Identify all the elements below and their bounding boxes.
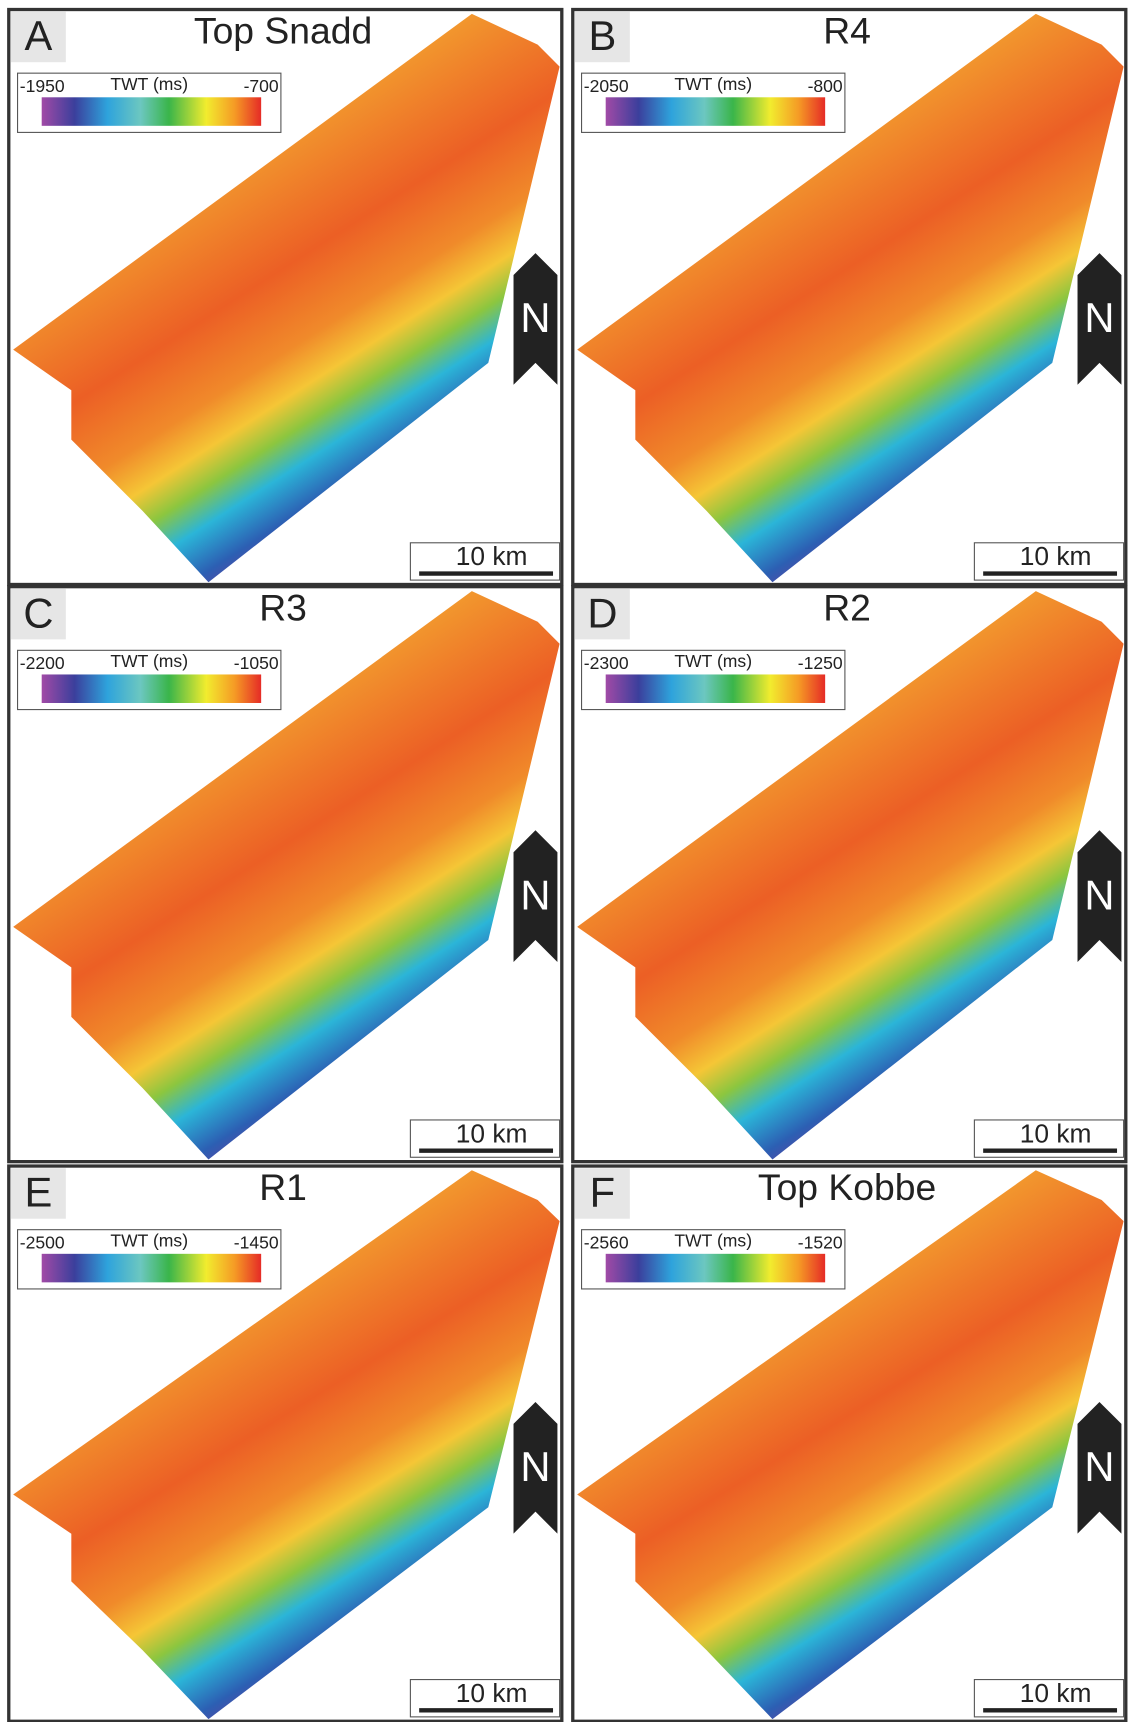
scale-label: 10 km bbox=[456, 1678, 528, 1708]
panel-title: R4 bbox=[823, 10, 871, 52]
legend: -2050 TWT (ms) -800 bbox=[581, 72, 846, 133]
legend-label: TWT (ms) bbox=[674, 651, 752, 671]
colorbar bbox=[41, 674, 262, 703]
legend: -2560 TWT (ms) -1520 bbox=[581, 1229, 846, 1290]
panel: B R4 -2050 TWT (ms) -800 N 10 km bbox=[571, 7, 1128, 587]
north-label: N bbox=[520, 871, 550, 918]
north-label: N bbox=[520, 1443, 550, 1490]
legend-label: TWT (ms) bbox=[110, 74, 188, 94]
legend-max: -1050 bbox=[234, 653, 279, 673]
horizon-map bbox=[577, 1170, 1124, 1720]
colorbar bbox=[605, 674, 826, 703]
north-arrow bbox=[513, 253, 558, 385]
north-label: N bbox=[1084, 294, 1114, 341]
panel: D R2 -2300 TWT (ms) -1250 N 10 km bbox=[571, 585, 1128, 1164]
letter-box bbox=[10, 11, 66, 63]
legend: -2300 TWT (ms) -1250 bbox=[581, 649, 846, 711]
horizon-map bbox=[577, 13, 1124, 583]
legend-max: -1520 bbox=[798, 1233, 843, 1253]
legend-min: -2500 bbox=[20, 1233, 65, 1253]
letter-box bbox=[10, 1168, 66, 1219]
north-arrow bbox=[1077, 830, 1122, 962]
legend-min: -2050 bbox=[584, 76, 629, 96]
legend-max: -1450 bbox=[234, 1233, 279, 1253]
panel-border bbox=[571, 1164, 1128, 1722]
horizon-map bbox=[577, 591, 1124, 1160]
letter-box bbox=[574, 1168, 630, 1219]
north-label: N bbox=[1084, 871, 1114, 918]
horizon-map bbox=[13, 591, 560, 1160]
panel: F Top Kobbe -2560 TWT (ms) -1520 N 10 km bbox=[571, 1164, 1128, 1722]
panel-border bbox=[7, 585, 564, 1164]
north-arrow bbox=[513, 830, 558, 962]
panel: E R1 -2500 TWT (ms) -1450 N 10 km bbox=[7, 1164, 564, 1722]
legend-min: -2300 bbox=[584, 653, 629, 673]
legend-label: TWT (ms) bbox=[110, 651, 188, 671]
panel-border bbox=[571, 585, 1128, 1164]
panel-letter: B bbox=[588, 12, 616, 59]
panel-border bbox=[571, 7, 1128, 587]
legend: -2200 TWT (ms) -1050 bbox=[17, 649, 282, 711]
panel-title: Top Snadd bbox=[194, 10, 372, 52]
horizon-map bbox=[13, 13, 560, 583]
panel-title: R2 bbox=[823, 587, 871, 629]
panel-border bbox=[7, 1164, 564, 1722]
legend-min: -2560 bbox=[584, 1233, 629, 1253]
legend-max: -700 bbox=[244, 76, 279, 96]
panel-title: R1 bbox=[259, 1166, 307, 1208]
legend-max: -800 bbox=[808, 76, 843, 96]
panel-title: R3 bbox=[259, 587, 307, 629]
legend-label: TWT (ms) bbox=[674, 1230, 752, 1250]
legend: -2500 TWT (ms) -1450 bbox=[17, 1229, 282, 1290]
horizon-map bbox=[13, 1170, 560, 1720]
panel-letter: A bbox=[24, 12, 52, 59]
legend: -1950 TWT (ms) -700 bbox=[17, 72, 282, 133]
panel: A Top Snadd -1950 TWT (ms) -700 N 10 km bbox=[7, 7, 564, 587]
letter-box bbox=[574, 588, 630, 640]
legend-max: -1250 bbox=[798, 653, 843, 673]
letter-box bbox=[10, 588, 66, 640]
panel-letter: E bbox=[24, 1169, 52, 1216]
scale-label: 10 km bbox=[1020, 541, 1092, 571]
scale-label: 10 km bbox=[456, 1118, 528, 1148]
north-arrow bbox=[1077, 253, 1122, 385]
panel-border bbox=[7, 7, 564, 587]
scale-label: 10 km bbox=[1020, 1678, 1092, 1708]
north-arrow bbox=[513, 1401, 558, 1534]
north-label: N bbox=[1084, 1443, 1114, 1490]
colorbar bbox=[605, 97, 826, 126]
legend-label: TWT (ms) bbox=[674, 74, 752, 94]
panel-letter: F bbox=[590, 1169, 615, 1216]
panel-letter: D bbox=[587, 589, 617, 636]
panel: C R3 -2200 TWT (ms) -1050 N 10 km bbox=[7, 585, 564, 1164]
scale-label: 10 km bbox=[1020, 1118, 1092, 1148]
colorbar bbox=[41, 97, 262, 126]
colorbar bbox=[41, 1253, 262, 1283]
letter-box bbox=[574, 11, 630, 63]
north-arrow bbox=[1077, 1401, 1122, 1534]
legend-label: TWT (ms) bbox=[110, 1230, 188, 1250]
legend-min: -2200 bbox=[20, 653, 65, 673]
panel-letter: C bbox=[23, 589, 53, 636]
legend-min: -1950 bbox=[20, 76, 65, 96]
panel-title: Top Kobbe bbox=[758, 1166, 936, 1208]
colorbar bbox=[605, 1253, 826, 1283]
scale-label: 10 km bbox=[456, 541, 528, 571]
north-label: N bbox=[520, 294, 550, 341]
